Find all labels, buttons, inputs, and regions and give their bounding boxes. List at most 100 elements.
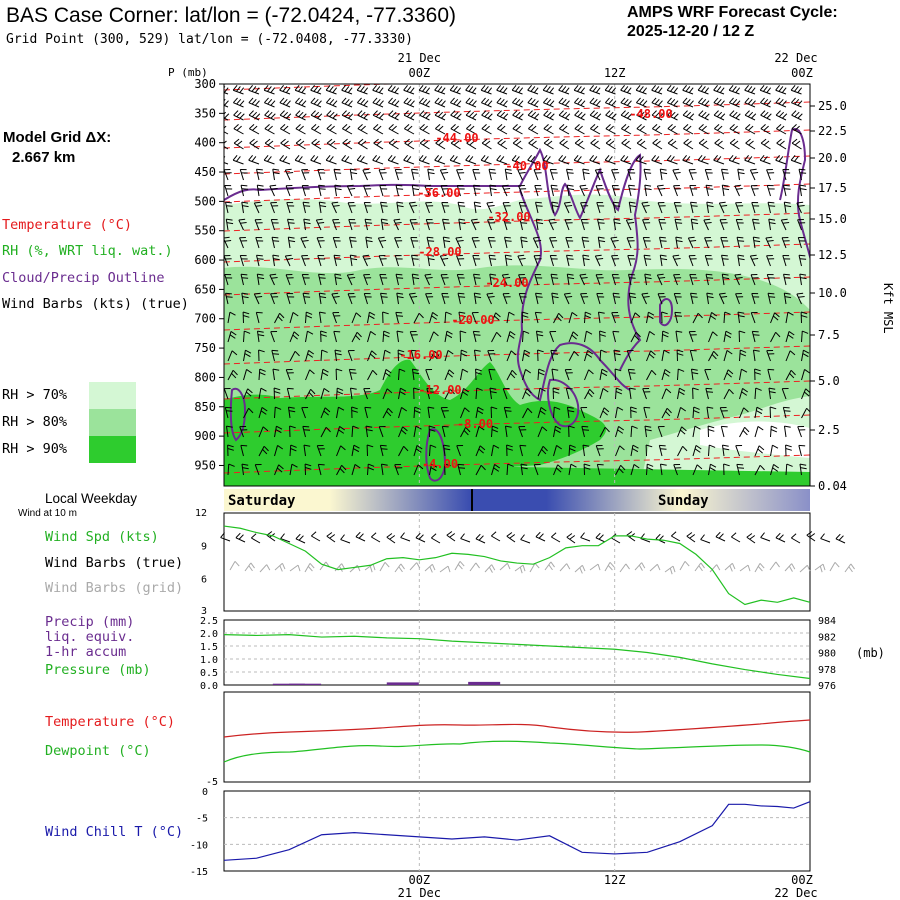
wind-barb-flag [657, 273, 664, 276]
wind-barb-flag [272, 168, 280, 171]
wind-barb [427, 255, 430, 267]
wind-barb-flag [257, 277, 265, 280]
wind-barb-flag [577, 140, 584, 146]
wind-barb-flag [450, 110, 456, 116]
wind-barb-flag [335, 277, 342, 280]
wind-barb [620, 89, 632, 95]
surface-barb-true [551, 536, 561, 543]
wind-barb [790, 89, 802, 95]
wind-barb [642, 219, 647, 231]
wind-barb-flag [626, 100, 632, 106]
wind-barb [289, 312, 294, 324]
wind-barb [258, 426, 264, 438]
wind-barb-flag [341, 97, 347, 104]
wind-barb-flag [757, 448, 763, 454]
wind-barb [527, 102, 539, 108]
wind-barb [737, 255, 740, 267]
wind-barb [520, 237, 523, 249]
wind-barb-flag [639, 156, 644, 162]
wind-barb-flag [753, 236, 760, 239]
wind-barb [241, 293, 244, 305]
wind-barb-flag [415, 448, 422, 453]
wind-barb-flag [530, 86, 536, 92]
wind-barb-flag [289, 425, 296, 429]
wind-barb-flag [784, 292, 791, 295]
wind-barb [363, 202, 368, 214]
wind-barb-flag [713, 154, 718, 161]
surface-barb-grid-flag [684, 561, 690, 567]
wind-barb [765, 237, 771, 249]
wind-barb-flag [626, 87, 632, 93]
wind-barb [797, 237, 802, 249]
wind-barb-flag [242, 311, 250, 315]
wind-barb-flag [504, 236, 511, 239]
wind-barb-flag [419, 124, 425, 130]
wind-barb [457, 293, 461, 305]
wind-barb-flag [564, 201, 571, 204]
wind-barb-flag [611, 87, 617, 93]
wind-barb-flag [267, 98, 273, 105]
wind-barb [627, 369, 632, 381]
wind-barb-flag [273, 258, 280, 261]
wind-barb [512, 102, 523, 108]
wind-barb-flag [490, 188, 497, 191]
temperature-line [223, 719, 811, 738]
wind-barb-flag [530, 156, 536, 162]
wind-barb [248, 102, 260, 108]
wind-barb [599, 349, 602, 362]
wind-barb-flag [534, 113, 540, 119]
surface-barb-grid-flag [234, 561, 240, 567]
wind-barb [486, 202, 492, 214]
wind-barb-flag [279, 154, 284, 161]
wind-barb-flag [623, 98, 629, 105]
wind-barb-flag [716, 111, 723, 118]
pressure-tick-label: 850 [194, 400, 216, 414]
wind-barb [697, 159, 709, 165]
wind-barb-flag [305, 467, 312, 470]
wind-barb [766, 255, 771, 267]
wind-barb-flag [256, 254, 263, 257]
wind-barb-flag [585, 311, 592, 315]
wind-barb [506, 370, 513, 381]
wind-barb-flag [704, 87, 710, 93]
temperature-panel: -5 [206, 691, 811, 788]
wind-barb [605, 102, 616, 108]
wind-barb [396, 293, 399, 305]
wind-barb-flag [745, 138, 751, 144]
wind-barb [783, 274, 787, 286]
wind-barb [677, 446, 684, 457]
wind-barb-flag [396, 188, 404, 190]
surface-barb-true-flag [820, 533, 825, 539]
temperature-contour-label: -8.00 [457, 417, 493, 431]
wind-barb [564, 369, 570, 381]
wind-barb-flag [722, 172, 729, 174]
wind-barb-flag [334, 258, 342, 260]
wind-barb-flag [759, 464, 765, 471]
wind-barb-flag [785, 448, 792, 451]
wind-barb [721, 255, 725, 267]
wind-barb [429, 351, 436, 362]
wind-barb-flag [263, 154, 269, 161]
wind-barb [351, 445, 355, 457]
wind-barb-flag [740, 349, 747, 353]
wind-barb-flag [517, 254, 525, 257]
wind-barb-flag [775, 97, 781, 104]
wind-barb-flag [288, 410, 296, 413]
surface-barb-grid [574, 564, 583, 573]
wind-barb-flag [480, 464, 486, 471]
wind-barb-flag [218, 98, 222, 103]
surface-barb-true [566, 536, 576, 544]
wind-barb [289, 444, 292, 457]
height-tick-label: 17.5 [818, 181, 847, 195]
wind-barb-flag [592, 156, 598, 162]
wind-barb [434, 89, 446, 95]
wind-barb-flag [477, 410, 484, 415]
wind-barb-flag [473, 184, 480, 187]
wind-barb-flag [383, 330, 390, 334]
wind-barb-flag [418, 97, 424, 104]
wind-barb [667, 128, 678, 135]
pressure-unit-label: (mb) [856, 646, 885, 660]
wind-barb-flag [372, 84, 377, 91]
wind-barb [450, 142, 461, 150]
wind-barb-flag [502, 184, 509, 187]
